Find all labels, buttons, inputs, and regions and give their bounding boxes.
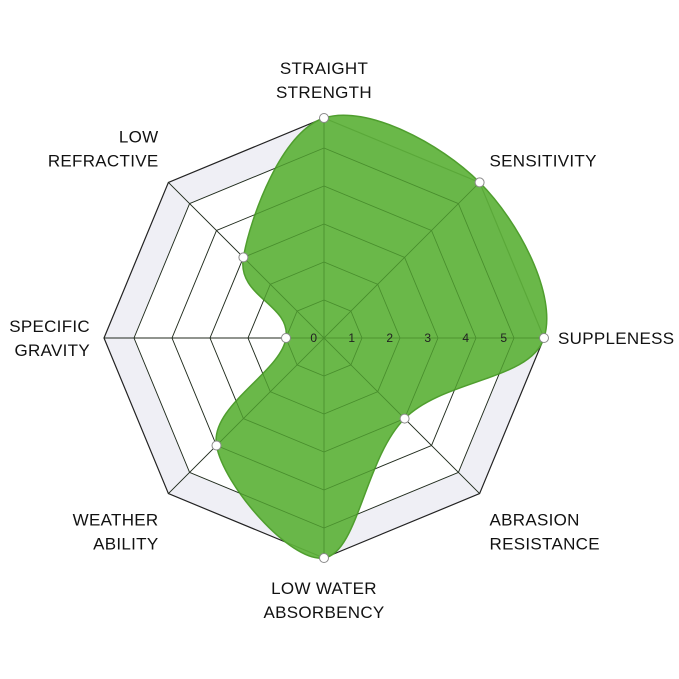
tick-label: 2	[386, 331, 393, 345]
axis-label-line: STRENGTH	[276, 83, 372, 102]
data-area-layer	[104, 114, 548, 559]
grid-overlay-ring	[209, 223, 439, 453]
axis-label-line: LOW	[119, 128, 159, 147]
axis-label: LOW REFRACTIVE	[48, 128, 159, 171]
data-point-marker	[474, 177, 485, 188]
data-point-marker	[238, 252, 249, 263]
axis-label: STRAIGHT STRENGTH	[276, 59, 372, 102]
axis-label: SPECIFIC GRAVITY	[9, 317, 90, 360]
tick-label: 0	[310, 331, 317, 345]
axis-label-line: SUPPLENESS	[558, 329, 674, 348]
axis-label-line: ABRASION	[490, 511, 580, 530]
axis-label: SENSITIVITY	[490, 152, 597, 171]
tick-label: 1	[348, 331, 355, 345]
axis-label-line: GRAVITY	[15, 341, 90, 360]
data-point-marker	[281, 333, 291, 343]
tick-label: 3	[424, 331, 431, 345]
axis-label-line: WEATHER	[73, 511, 159, 530]
grid-overlay-ring	[285, 299, 363, 377]
axis-label-line: ABSORBENCY	[263, 603, 384, 622]
axis-label-line: LOW WATER	[271, 579, 377, 598]
axis-label: LOW WATER ABSORBENCY	[263, 579, 384, 622]
axis-label-line: STRAIGHT	[280, 59, 368, 78]
axis-label-line: RESISTANCE	[490, 535, 600, 554]
axis-labels: STRAIGHT STRENGTH SENSITIVITY SUPPLENESS ABR…	[9, 59, 674, 622]
data-point-marker	[319, 553, 329, 563]
grid-overlay-ring	[133, 147, 515, 529]
tick-label: 5	[500, 331, 507, 345]
axis-label: SUPPLENESS	[558, 329, 674, 348]
data-point-marker	[539, 333, 549, 343]
grid-overlay-ring	[171, 185, 477, 491]
axis-label-line: REFRACTIVE	[48, 152, 159, 171]
data-markers	[211, 113, 549, 563]
data-point-marker	[399, 413, 410, 424]
grid-overlay-spoke	[323, 182, 480, 339]
data-point-marker	[211, 440, 222, 451]
data-point-marker	[319, 113, 329, 123]
grid-overlay	[104, 118, 544, 558]
axis-label: WEATHER ABILITY	[73, 511, 159, 554]
tick-labels: 0 1 2 3 4 5	[310, 331, 507, 345]
axis-label-line: ABILITY	[93, 535, 158, 554]
grid-overlay-spoke	[168, 337, 325, 494]
axis-label-line: SPECIFIC	[9, 317, 90, 336]
grid-overlay-ring	[247, 261, 401, 415]
tick-label: 4	[462, 331, 469, 345]
axis-label: ABRASION RESISTANCE	[490, 511, 600, 554]
axis-label-line: SENSITIVITY	[490, 152, 597, 171]
